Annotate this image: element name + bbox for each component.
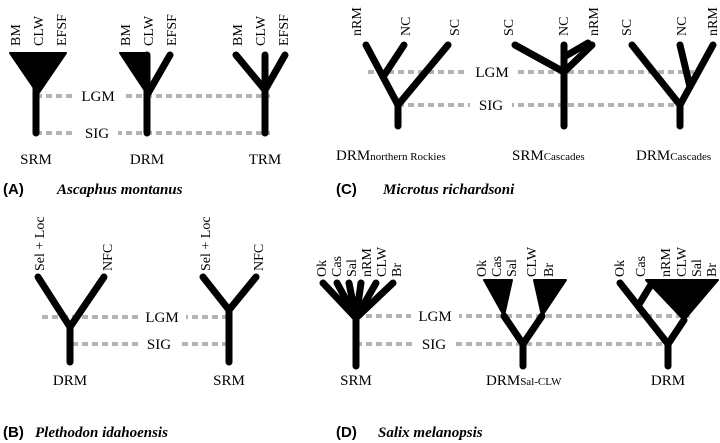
species-name: Plethodon idahoensis <box>35 425 168 441</box>
tip-label: NC <box>557 17 572 36</box>
sig-label: SIG <box>479 98 503 114</box>
tip-label: nRM <box>587 7 602 36</box>
lgm-label: LGM <box>475 65 508 81</box>
tree-label: DRMSal-CLW <box>486 373 562 389</box>
tip-label: NFC <box>101 244 116 271</box>
tip-label: BM <box>119 24 134 46</box>
panel-a: BM CLW EFSF BM CLW EFSF BM CLW EFSF LGM … <box>3 14 292 198</box>
sig-label: SIG <box>422 337 446 353</box>
tip-label: CLW <box>142 15 157 46</box>
tip-label: Ok <box>315 260 330 277</box>
lgm-label: LGM <box>81 89 114 105</box>
tree-d-drm <box>616 279 719 370</box>
species-name: Microtus richardsoni <box>382 182 515 198</box>
sig-label: SIG <box>147 337 171 353</box>
tree-a-srm <box>9 52 67 137</box>
tip-label: EFSF <box>165 14 180 46</box>
panel-b: Sel + Loc NFC Sel + Loc NFC LGM SIG DRM … <box>3 216 267 441</box>
tree-a-drm <box>119 51 174 137</box>
panel-letter: (C) <box>336 181 357 198</box>
tip-label: Sel + Loc <box>199 216 214 271</box>
tip-label: nRM <box>350 7 365 36</box>
tip-label: SC <box>620 19 635 36</box>
tree-a-trm <box>232 51 289 137</box>
lgm-label: LGM <box>418 309 451 325</box>
tip-label: NC <box>675 17 690 36</box>
tip-label: Br <box>390 263 405 277</box>
tip-label: Cas <box>330 256 345 277</box>
tip-label: CLW <box>254 15 269 46</box>
tip-label: Ok <box>475 260 490 277</box>
tip-label: Cas <box>490 256 505 277</box>
tip-label: Br <box>705 263 720 277</box>
tree-c-drm-cascades <box>628 41 717 130</box>
panel-d: Ok Cas Sal nRM CLW Br Ok Cas Sal CLW Br … <box>315 246 720 441</box>
lgm-label: LGM <box>145 310 178 326</box>
tip-label: CLW <box>525 246 540 277</box>
tree-label: SRM <box>213 373 245 389</box>
panel-letter: (D) <box>336 424 357 441</box>
tree-label: SRMCascades <box>512 148 585 164</box>
tree-label: SRM <box>340 373 372 389</box>
tree-b-srm <box>199 273 260 366</box>
tip-label: Br <box>542 263 557 277</box>
tip-label: SC <box>502 19 517 36</box>
tree-label: DRM <box>130 152 164 168</box>
tip-label: SC <box>448 19 463 36</box>
tip-label: Sal <box>505 259 520 277</box>
tip-label: EFSF <box>277 14 292 46</box>
tip-label: NC <box>399 17 414 36</box>
panel-letter: (B) <box>3 424 24 441</box>
tip-label: NFC <box>252 244 267 271</box>
tree-label: DRM <box>53 373 87 389</box>
tip-label: Sal <box>690 259 705 277</box>
species-name: Ascaphus montanus <box>56 182 183 198</box>
tree-label: DRMCascades <box>636 148 711 164</box>
tip-label: Sel + Loc <box>33 216 48 271</box>
tree-label: DRM <box>651 373 685 389</box>
tree-label: TRM <box>249 152 282 168</box>
tip-label: CLW <box>375 246 390 277</box>
tip-label: BM <box>9 24 24 46</box>
tip-label: nRM <box>360 248 375 277</box>
tip-label: nRM <box>706 7 720 36</box>
tree-c-srm-cascades <box>511 39 596 130</box>
tree-d-srm <box>319 279 397 370</box>
panel-c: nRM NC SC SC NC nRM SC NC nRM LGM SIG DR… <box>336 7 720 198</box>
tip-label: nRM <box>659 248 674 277</box>
tip-label: EFSF <box>55 14 70 46</box>
tip-label: CLW <box>32 15 47 46</box>
sig-label: SIG <box>85 126 109 142</box>
tip-label: BM <box>231 24 246 46</box>
panel-letter: (A) <box>3 181 24 198</box>
tip-label: Ok <box>613 260 628 277</box>
tip-label: Sal <box>345 259 360 277</box>
tip-label: Cas <box>634 256 649 277</box>
tree-label: SRM <box>20 152 52 168</box>
tree-label: DRMnorthern Rockies <box>336 148 446 164</box>
species-name: Salix melanopsis <box>378 425 483 441</box>
tree-b-drm <box>34 273 108 366</box>
tip-label: CLW <box>675 246 690 277</box>
tree-c-drm-northern-rockies <box>362 41 452 130</box>
tree-d-drm-sal-clw <box>483 279 567 370</box>
